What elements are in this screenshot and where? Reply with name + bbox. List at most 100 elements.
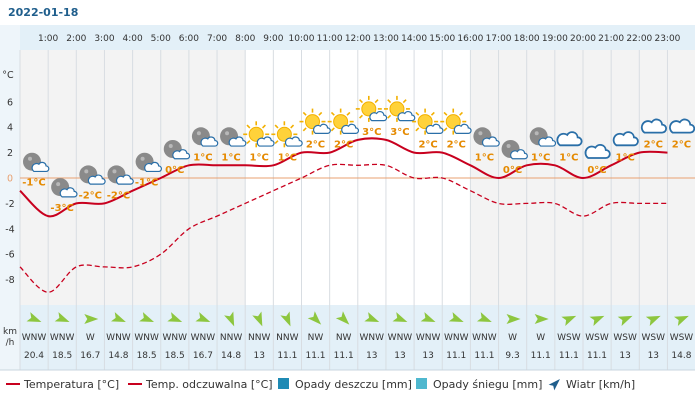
hour-label: 5:00 [151,34,171,44]
wind-arrow-icon [534,314,549,324]
wind-arrow-icon [54,312,70,322]
cloud-shape [200,136,219,147]
wind-arrow-shape [534,314,549,324]
moon-crater [112,169,117,174]
wind-arrow-shape [420,312,436,322]
wind-direction: WNW [22,333,47,343]
wind-speed: 11.1 [446,351,466,361]
moon-cloud-icon [163,140,191,160]
wind-direction: WNW [360,333,385,343]
moon-cloud-icon [529,127,557,147]
moon-crater [478,131,483,136]
temp-label: 1°C [193,152,212,163]
moon-crater [168,144,173,148]
wind-arrow-shape [84,314,99,324]
wind-direction: WSW [642,333,666,343]
wind-speed: 20.4 [24,351,44,361]
sun-ray [443,127,448,132]
cloud-shape [115,174,134,185]
wind-arrow-shape [448,312,464,322]
sun-shape [248,126,264,142]
legend-wind-icon [548,379,560,391]
temp-label: 2°C [447,140,466,151]
y-tick-label: 0 [7,174,13,185]
cloud-shape [144,161,162,173]
wind-direction: WSW [613,333,637,343]
legend-wind-label: Wiatr [km/h] [566,378,635,391]
cloud-shape [256,136,275,147]
cloud-shape [425,123,444,134]
sun-cloud-icon [440,108,472,135]
wind-arrow-icon [589,315,605,326]
y-tick-label: -6 [5,250,14,261]
moon-crater [28,156,32,161]
wind-direction: WNW [50,333,75,343]
y-axis: °C 6 4 2 0 -2 -4 -6 -8 [2,70,14,286]
moon-cloud-icon [79,165,106,185]
sun-ray [359,114,364,119]
hour-strip [20,25,695,50]
wind-arrow-icon [195,312,211,322]
y-tick-label: -2 [5,199,14,210]
wind-arrow-icon [448,312,464,322]
wind-speed: 11.1 [559,351,579,361]
wind-arrow-icon [26,312,42,322]
hour-label: 20:00 [570,34,596,44]
legend-snow-swatch [416,378,427,389]
temp-label: 1°C [559,152,578,163]
moon-cloud-icon [220,127,247,147]
cloud-shape [59,187,78,198]
y-tick-label: 2 [7,148,13,159]
legend-rain-label: Opady deszczu [mm] [295,378,412,391]
hour-label: 14:00 [401,34,427,44]
hour-labels: 1:00 2:00 3:00 4:00 5:00 6:00 7:00 8:00 9:00 10:0… [38,34,681,44]
wind-arrow-shape [195,312,211,322]
cloud-shape [397,111,416,122]
sun-ray [330,127,335,132]
wind-speed: 11.1 [531,351,551,361]
cloud-shape [669,118,695,134]
cloud-shape [369,111,388,122]
wind-direction: WSW [670,333,694,343]
wind-speed: 13 [253,351,264,361]
sun-ray [290,124,295,129]
wind-direction: NW [336,333,352,343]
moon-crater [225,131,230,136]
wind-arrow-shape [252,311,263,327]
wind-arrow-shape [335,311,350,325]
sun-cloud-icon [271,121,303,148]
temp-label: -1°C [22,178,45,189]
sun-ray [330,111,335,116]
wind-arrow-shape [224,311,235,327]
wind-arrow-shape [111,312,126,322]
sun-shape [305,114,320,130]
cloud-shape [510,149,528,160]
cloud-shape [228,136,247,147]
cloud-shape [87,174,106,185]
wind-arrow-shape [476,312,492,322]
sun-cloud-icon [243,121,275,148]
legend: Temperatura [°C] Temp. odczuwalna [°C] Opa… [6,378,635,391]
wind-speed: 18.5 [137,351,157,361]
wind-arrow-icon [420,312,436,322]
wind-speed: 16.7 [193,351,213,361]
legend-snow-label: Opady śniegu [mm] [433,378,542,391]
wind-speed: 11.1 [587,351,607,361]
cloud-shape [313,123,331,134]
y-tick-label: -4 [5,224,14,235]
sun-ray [359,99,364,104]
sun-cloud-icon [355,95,388,122]
wind-arrow-shape [364,312,380,322]
temp-label: 3°C [362,127,381,138]
wind-speed: 11.1 [305,351,325,361]
wind-arrow-icon [224,311,235,327]
hour-label: 3:00 [94,34,114,44]
wind-direction: WSW [557,333,581,343]
wind-arrow-icon [280,311,291,327]
wind-arrow-icon [673,315,689,326]
y-tick-label: -8 [5,275,14,286]
temp-label: 2°C [418,140,437,151]
temp-label: 1°C [475,152,494,163]
temp-label: 1°C [531,152,550,163]
sun-ray [346,111,351,116]
